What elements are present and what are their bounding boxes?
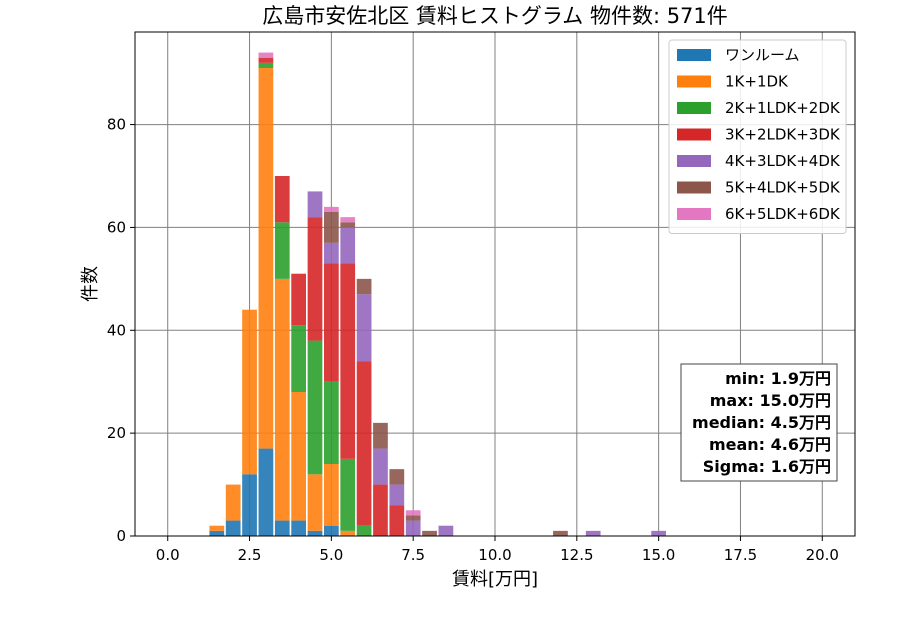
bar-segment <box>291 392 306 521</box>
bar-segment <box>389 505 405 536</box>
legend-swatch <box>677 181 711 194</box>
stats-line: max: 15.0万円 <box>710 391 831 410</box>
bar-segment <box>258 68 274 449</box>
legend-entry: 2K+1LDK+2DK <box>725 99 841 117</box>
x-tick-label: 0.0 <box>156 546 180 564</box>
bar-segment <box>405 520 421 536</box>
bar-segment <box>340 530 356 536</box>
bar-segment <box>258 52 274 58</box>
y-tick-label: 80 <box>107 116 126 134</box>
x-axis-label: 賃料[万円] <box>452 569 538 590</box>
bar-segment <box>324 206 339 212</box>
bar-segment <box>651 530 666 536</box>
legend-swatch <box>677 102 711 114</box>
stats-frame <box>680 363 838 482</box>
legend-box <box>668 39 847 234</box>
legend-entry: 3K+2LDK+3DK <box>725 126 841 144</box>
legend-swatch <box>677 128 711 141</box>
y-tick-label: 20 <box>107 424 126 442</box>
x-tick-label: 7.5 <box>401 546 425 564</box>
bar-segment <box>340 227 356 264</box>
bar-segment <box>340 263 356 459</box>
bar-segment <box>356 294 372 362</box>
bar-segment <box>307 340 323 475</box>
bar-segment <box>258 448 274 536</box>
bar-segment <box>356 525 372 536</box>
x-axis-ticks: 0.0 2.5 5.0 7.5 10.0 12.5 15.0 17.5 20.0 <box>156 536 839 564</box>
stats-line: min: 1.9万円 <box>725 369 831 388</box>
bar-segment <box>356 278 372 295</box>
stats-line: median: 4.5万円 <box>692 413 831 432</box>
bar-segment <box>324 242 339 264</box>
bar-segment <box>291 520 306 536</box>
bar-segment <box>225 520 241 536</box>
bar-segment <box>405 510 421 516</box>
bar-segment <box>324 464 339 526</box>
legend: ワンルーム 1K+1DK 2K+1LDK+2DK 3K+2LDK+3DK 4K+3LDK… <box>668 39 847 234</box>
bar-segment <box>307 217 323 341</box>
x-tick-label: 2.5 <box>238 546 262 564</box>
bar-segment <box>340 217 356 223</box>
bar-segment <box>274 222 290 279</box>
bar-segment <box>422 530 437 536</box>
y-tick-label: 40 <box>107 321 126 339</box>
bar-segment <box>258 62 274 68</box>
bar-segment <box>274 176 290 223</box>
bar-segment <box>307 191 323 218</box>
bar-segment <box>225 484 241 521</box>
bar-segment <box>307 474 323 531</box>
bar-segment <box>356 361 372 526</box>
histogram-bars <box>209 52 666 536</box>
bar-segment <box>389 469 405 485</box>
bar-segment <box>373 422 388 449</box>
x-tick-label: 17.5 <box>724 546 757 564</box>
bar-segment <box>438 525 454 536</box>
x-tick-label: 10.0 <box>478 546 511 564</box>
x-tick-label: 20.0 <box>806 546 839 564</box>
bar-segment <box>324 525 339 536</box>
y-tick-label: 0 <box>116 527 126 545</box>
legend-entry: 1K+1DK <box>725 73 789 91</box>
legend-entry: 6K+5LDK+6DK <box>725 205 841 223</box>
legend-swatch <box>677 208 711 220</box>
bar-segment <box>291 273 306 326</box>
bar-segment <box>209 530 225 536</box>
bar-segment <box>324 212 339 243</box>
legend-entry: ワンルーム <box>725 46 800 64</box>
bar-segment <box>340 222 356 228</box>
bar-segment <box>389 484 405 506</box>
x-tick-label: 12.5 <box>560 546 593 564</box>
bar-segment <box>242 474 257 536</box>
legend-swatch <box>677 75 711 88</box>
bar-segment <box>585 530 601 536</box>
stats-line: Sigma: 1.6万円 <box>703 457 831 476</box>
bar-segment <box>324 263 339 382</box>
x-tick-label: 15.0 <box>642 546 675 564</box>
y-tick-label: 60 <box>107 218 126 236</box>
bar-segment <box>258 57 274 63</box>
bar-segment <box>274 278 290 521</box>
y-axis-ticks: 0 20 40 60 80 <box>107 116 135 545</box>
legend-swatch <box>677 49 711 61</box>
bar-segment <box>373 448 388 485</box>
legend-entry: 4K+3LDK+4DK <box>725 152 841 170</box>
bar-segment <box>340 458 356 531</box>
bar-segment <box>553 530 568 536</box>
x-tick-label: 5.0 <box>319 546 343 564</box>
bar-segment <box>209 525 225 531</box>
bar-segment <box>373 484 388 536</box>
bar-segment <box>324 381 339 464</box>
stats-line: mean: 4.6万円 <box>709 435 831 454</box>
bar-segment <box>291 325 306 392</box>
bar-segment <box>242 309 257 475</box>
bar-segment <box>307 530 323 536</box>
legend-swatch <box>677 155 711 167</box>
y-axis-label: 件数 <box>80 266 101 302</box>
chart-title: 広島市安佐北区 賃料ヒストグラム 物件数: 571件 <box>262 4 728 28</box>
bar-segment <box>405 515 421 521</box>
bar-segment <box>274 520 290 536</box>
stats-box: min: 1.9万円 max: 15.0万円 median: 4.5万円 mean: … <box>680 363 838 482</box>
legend-entry: 5K+4LDK+5DK <box>725 179 841 197</box>
